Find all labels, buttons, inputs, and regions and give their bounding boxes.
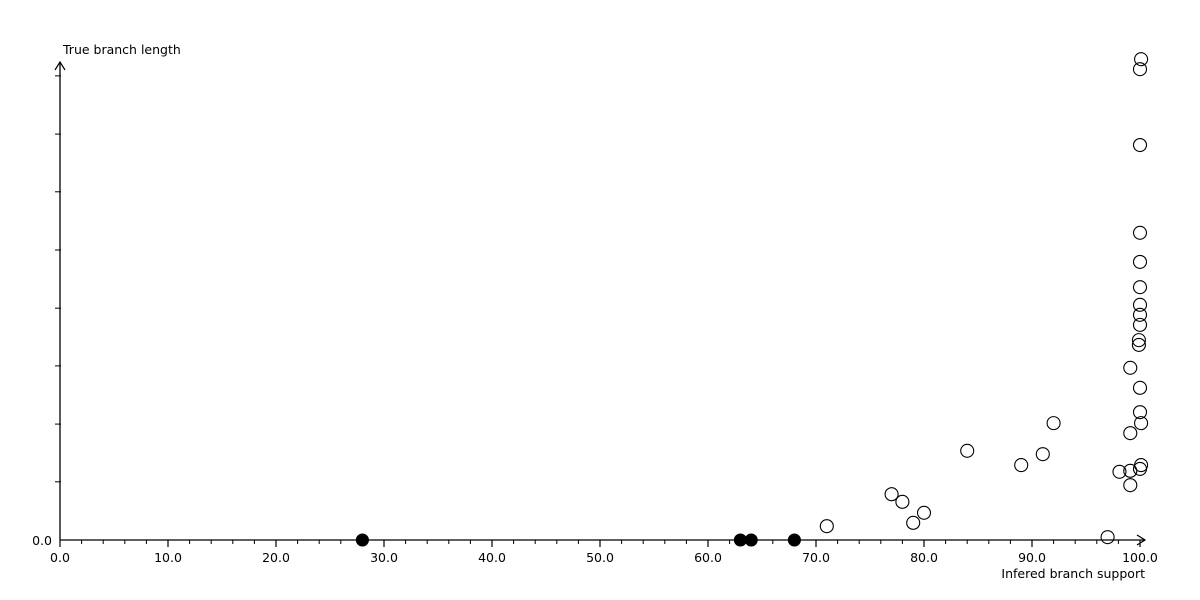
- data-point-open: [1134, 416, 1149, 431]
- data-point-open: [1132, 137, 1148, 153]
- data-point-open: [1132, 62, 1148, 77]
- data-point-open: [960, 443, 975, 458]
- x-tick-label: 60.0: [694, 550, 722, 565]
- data-point-filled: [787, 533, 801, 547]
- x-tick-label: 20.0: [262, 550, 290, 565]
- x-axis-title: Infered branch support: [1001, 566, 1145, 581]
- x-tick-label: 30.0: [370, 550, 398, 565]
- data-point-open: [1131, 337, 1146, 352]
- x-tick-label: 90.0: [1018, 550, 1046, 565]
- data-point-filled: [744, 533, 758, 547]
- y-axis-title: True branch length: [62, 42, 181, 57]
- data-point-open: [819, 519, 834, 534]
- data-point-open: [1134, 458, 1149, 473]
- data-point-open: [1132, 297, 1148, 312]
- data-point-open: [1123, 478, 1138, 493]
- data-point-open: [884, 487, 899, 502]
- x-tick-label: 10.0: [154, 550, 182, 565]
- data-point-open: [916, 505, 932, 520]
- data-point-open: [1123, 426, 1138, 441]
- data-point-open: [1132, 254, 1148, 269]
- y-axis-arrow-icon: [54, 60, 66, 71]
- data-point-open: [895, 494, 910, 509]
- data-point-open: [1132, 307, 1148, 322]
- x-tick-label: 70.0: [802, 550, 830, 565]
- y-axis-zero-label: 0.0: [32, 533, 52, 548]
- data-point-open: [1046, 416, 1061, 431]
- data-point-open: [1134, 52, 1149, 67]
- data-point-open: [1131, 333, 1146, 348]
- data-point-open: [1132, 405, 1148, 420]
- data-point-open: [1132, 280, 1148, 295]
- data-point-open: [1014, 458, 1029, 473]
- data-point-open: [1100, 530, 1115, 545]
- x-tick-label: 40.0: [478, 550, 506, 565]
- data-point-filled: [733, 533, 747, 547]
- x-tick-label: 50.0: [586, 550, 614, 565]
- data-points: [355, 52, 1149, 547]
- data-point-filled: [355, 533, 369, 547]
- x-tick-label: 0.0: [50, 550, 70, 565]
- data-point-open: [906, 515, 921, 530]
- x-tick-label: 100.0: [1122, 550, 1158, 565]
- data-point-open: [1132, 380, 1148, 395]
- data-point-open: [1112, 464, 1127, 479]
- y-axis-ticks: [55, 75, 61, 483]
- data-point-open: [1132, 225, 1148, 240]
- data-point-open: [1035, 447, 1050, 462]
- data-point-open: [1123, 463, 1138, 478]
- data-point-open: [1132, 317, 1148, 332]
- x-axis-ticks: 0.0 10.0 20.0 30.0 40.0 50.0 60.0 70.0 80.0 90.0 1…: [50, 540, 1158, 565]
- x-tick-label: 80.0: [910, 550, 938, 565]
- data-point-open: [1123, 360, 1138, 375]
